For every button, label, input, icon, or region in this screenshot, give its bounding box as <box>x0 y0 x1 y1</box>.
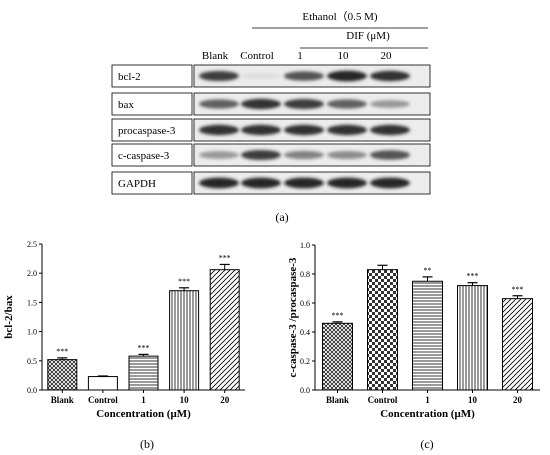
y-tick-label: 1.5 <box>27 298 37 307</box>
blot-band <box>199 99 239 109</box>
x-tick-label: 1 <box>425 395 430 405</box>
y-tick-label: 1.0 <box>300 241 310 250</box>
y-tick-label: 1.0 <box>27 328 37 337</box>
x-tick-label: 20 <box>513 395 523 405</box>
bar <box>47 359 78 391</box>
x-tick-label: Control <box>88 395 118 405</box>
y-tick-label: 0.0 <box>300 386 310 395</box>
bar <box>412 280 443 391</box>
bar <box>87 376 118 391</box>
blot-band-label: GAPDH <box>118 178 156 190</box>
blot-band <box>284 124 324 136</box>
blot-band-label: c-caspase-3 <box>118 150 170 162</box>
y-tick-label: 0.0 <box>27 386 37 395</box>
x-tick-label: 1 <box>141 395 146 405</box>
blot-band <box>241 98 281 110</box>
blot-band-label: bcl-2 <box>118 71 141 83</box>
significance-label: *** <box>178 277 190 286</box>
blot-band <box>327 151 367 159</box>
blot-band <box>241 124 281 136</box>
y-axis-title: bcl-2/bax <box>3 295 15 339</box>
x-axis-title: Concentration (μM) <box>380 408 475 420</box>
y-tick-label: 0.6 <box>300 299 310 308</box>
blot-band <box>241 177 281 189</box>
blot-band <box>241 149 281 161</box>
y-tick-label: 0.2 <box>300 357 310 366</box>
x-tick-label: Blank <box>326 395 349 405</box>
blot-band <box>370 150 410 160</box>
y-tick-label: 0.5 <box>27 357 37 366</box>
blot-band <box>199 70 239 82</box>
bar <box>169 290 200 391</box>
y-axis-title: c-caspase-3 /procaspase-3 <box>287 257 299 377</box>
significance-label: *** <box>138 343 150 352</box>
blot-band <box>327 99 367 109</box>
blot-band <box>284 98 324 110</box>
blot-band-label: procaspase-3 <box>118 125 176 137</box>
blot-band <box>284 177 324 189</box>
bar-chart-bcl2-bax: 0.0 0.5 1.0 1.5 2.0 2.5 *** Blank Control *** 1 ***… <box>3 240 245 451</box>
bar <box>128 355 159 391</box>
blot-band <box>327 70 367 82</box>
blot-band <box>327 124 367 136</box>
bar <box>322 322 353 391</box>
lane-label: 1 <box>297 50 303 62</box>
lane-label: 20 <box>381 50 393 62</box>
significance-label: *** <box>467 272 479 281</box>
significance-label: *** <box>512 285 524 294</box>
blot-band <box>199 124 239 136</box>
panel-label-a: (a) <box>275 210 288 224</box>
lane-label: 10 <box>338 50 350 62</box>
blot-header-treatment: Ethanol（0.5 M) <box>302 10 377 23</box>
blot-label-box <box>111 118 193 142</box>
bar-chart-caspase: 0.0 0.2 0.4 0.6 0.8 1.0 *** Blank Control ** 1 *** 1… <box>287 241 540 451</box>
blot-band <box>327 177 367 189</box>
western-blot-panel: Ethanol（0.5 M) DIF (μM) Blank Control 1 10 2… <box>111 10 431 224</box>
x-tick-label: 20 <box>220 395 230 405</box>
blot-band <box>284 71 324 81</box>
bar <box>502 298 533 391</box>
blot-band-label: bax <box>118 99 134 111</box>
blot-band <box>241 73 281 79</box>
x-axis-title: Concentration (μM) <box>96 408 191 420</box>
blot-band <box>284 150 324 160</box>
blot-band <box>370 177 410 189</box>
y-tick-label: 2.5 <box>27 240 37 249</box>
blot-label-box <box>111 92 193 116</box>
blot-band <box>199 151 239 159</box>
panel-label: (b) <box>140 437 154 451</box>
y-tick-label: 2.0 <box>27 269 37 278</box>
significance-label: *** <box>219 253 231 262</box>
blot-label-box <box>111 171 193 195</box>
blot-band <box>370 70 410 82</box>
blot-header-drug: DIF (μM) <box>346 30 390 42</box>
lane-label: Control <box>240 50 274 62</box>
blot-label-box <box>111 143 193 167</box>
x-tick-label: Blank <box>51 395 74 405</box>
significance-label: *** <box>56 347 68 356</box>
bar <box>209 269 240 391</box>
bar <box>457 285 488 391</box>
x-tick-label: Control <box>368 395 398 405</box>
blot-band <box>370 124 410 136</box>
x-tick-label: 10 <box>468 395 478 405</box>
blot-band <box>370 100 410 108</box>
panel-label: (c) <box>420 437 433 451</box>
bar <box>367 269 398 391</box>
x-tick-label: 10 <box>180 395 190 405</box>
lane-label: Blank <box>202 50 229 62</box>
y-tick-label: 0.4 <box>300 328 310 337</box>
y-tick-label: 0.8 <box>300 270 310 279</box>
blot-label-box <box>111 64 193 88</box>
significance-label: ** <box>424 266 432 275</box>
significance-label: *** <box>332 311 344 320</box>
blot-band <box>199 177 239 189</box>
